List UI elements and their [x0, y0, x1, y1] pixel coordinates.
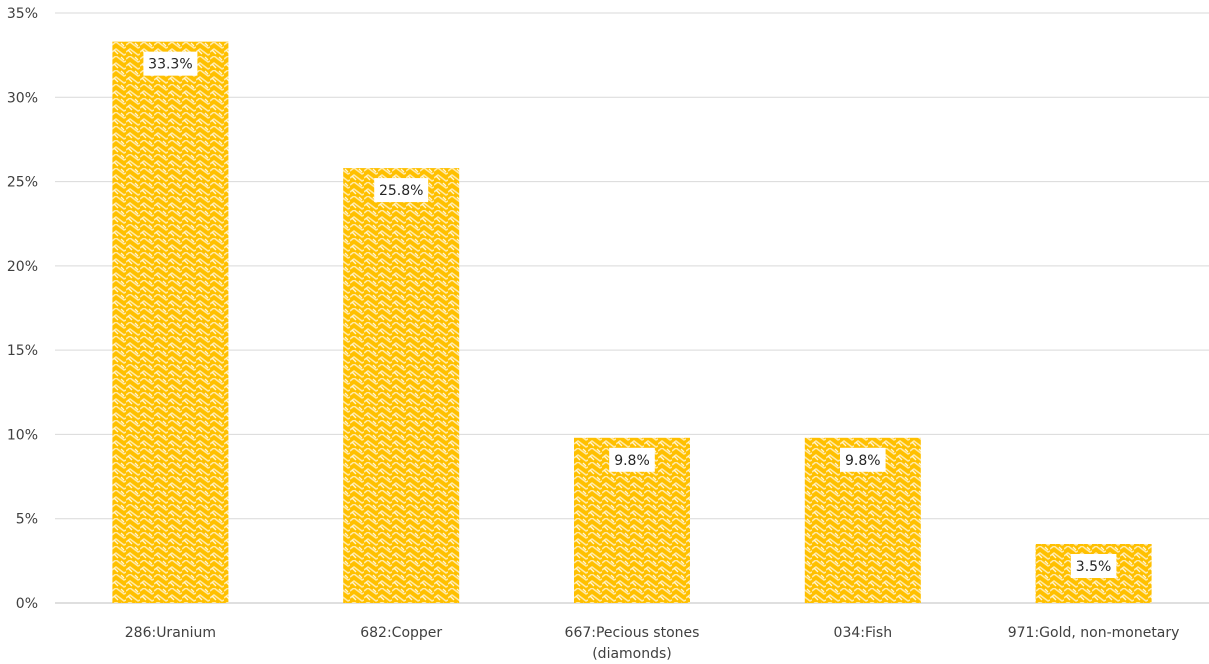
bar — [343, 168, 460, 604]
data-label: 33.3% — [148, 57, 192, 73]
x-tick-label: 034:Fish — [834, 625, 893, 641]
y-tick-label: 5% — [16, 512, 38, 528]
y-tick-label: 35% — [7, 6, 38, 22]
y-tick-label: 0% — [16, 596, 38, 612]
data-label: 3.5% — [1076, 559, 1112, 575]
y-tick-label: 10% — [7, 427, 38, 443]
data-label-box — [609, 447, 655, 472]
x-tick-label: 682:Copper — [360, 625, 442, 641]
x-axis-categories: 286:Uranium 682:Copper 667:Pecious stones(… — [125, 625, 1180, 662]
data-label-box — [374, 178, 429, 203]
data-label: 9.8% — [614, 453, 650, 469]
y-tick-label: 25% — [7, 175, 38, 191]
y-axis-ticks: 0% 5% 10% 15% 20% 25% 30% 35% — [7, 6, 38, 612]
data-label: 9.8% — [845, 453, 881, 469]
y-tick-label: 30% — [7, 90, 38, 106]
data-label-box — [143, 51, 198, 76]
bar — [112, 41, 229, 603]
gridlines — [55, 12, 1209, 604]
x-tick-label: 971:Gold, non-monetary — [1008, 625, 1180, 641]
data-label: 25.8% — [379, 183, 423, 199]
data-label-box — [840, 447, 886, 472]
y-tick-label: 20% — [7, 259, 38, 275]
bars: 33.3% 25.8% 9.8% 9.8% 3.5% — [112, 41, 1152, 604]
y-tick-label: 15% — [7, 343, 38, 359]
data-label-box — [1070, 554, 1117, 578]
x-tick-label: 286:Uranium — [125, 625, 216, 641]
x-tick-label: 667:Pecious stones (diamonds) — [565, 625, 700, 662]
